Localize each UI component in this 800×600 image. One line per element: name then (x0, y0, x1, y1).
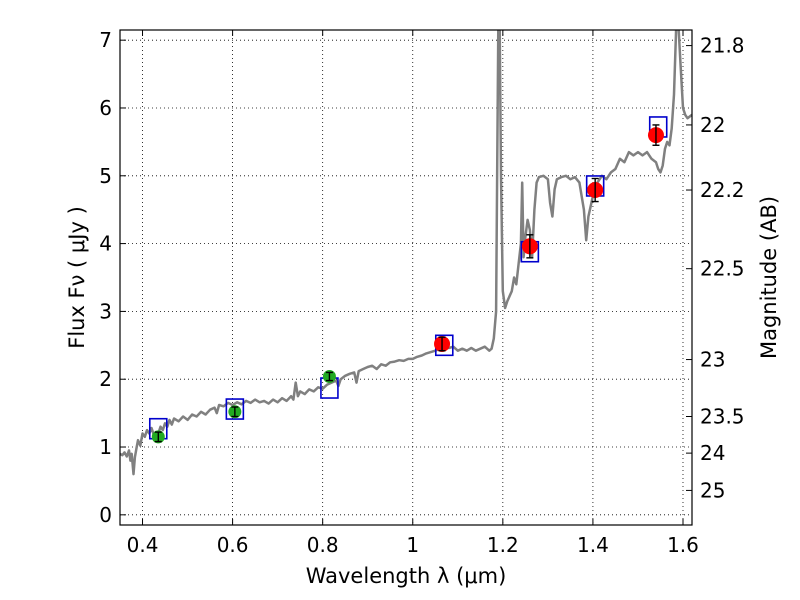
model-band-boxes (148, 116, 668, 440)
x-tick-label: 0.4 (127, 533, 159, 557)
x-tick-label: 0.6 (217, 533, 249, 557)
grid (120, 30, 692, 525)
x-tick-label: 1.6 (667, 533, 699, 557)
y-tick-label: 6 (99, 96, 112, 120)
model-spectrum-line (120, 30, 692, 476)
y-tick-label: 3 (99, 299, 112, 323)
observed-points (151, 124, 664, 444)
right-tick-label: 23.5 (700, 405, 745, 429)
right-tick-label: 23 (700, 348, 725, 372)
right-tick-label: 22.5 (700, 257, 745, 281)
y-tick-label: 5 (99, 164, 112, 188)
plot-frame (119, 29, 693, 526)
x-tick-label: 1.2 (487, 533, 519, 557)
y-tick-label: 4 (99, 232, 112, 256)
right-tick-label: 24 (700, 441, 725, 465)
x-axis-label: Wavelength λ (μm) (306, 564, 507, 588)
x-tick-label: 0.8 (307, 533, 339, 557)
y-tick-label: 2 (99, 367, 112, 391)
model-band-box (225, 398, 245, 420)
right-tick-label: 25 (700, 478, 725, 502)
right-tick-label: 22 (700, 113, 725, 137)
y-tick-label: 7 (99, 28, 112, 52)
y-axis-label: Flux Fν ( μJy ) (65, 206, 89, 349)
right-tick-label: 21.8 (700, 34, 745, 58)
model-spectrum (120, 30, 692, 476)
y-tick-label: 1 (99, 435, 112, 459)
right-axis-label: Magnitude (AB) (757, 196, 781, 359)
y-tick-label: 0 (99, 503, 112, 527)
x-tick-label: 1 (406, 533, 419, 557)
right-tick-label: 22.2 (700, 178, 745, 202)
x-tick-label: 1.4 (577, 533, 609, 557)
